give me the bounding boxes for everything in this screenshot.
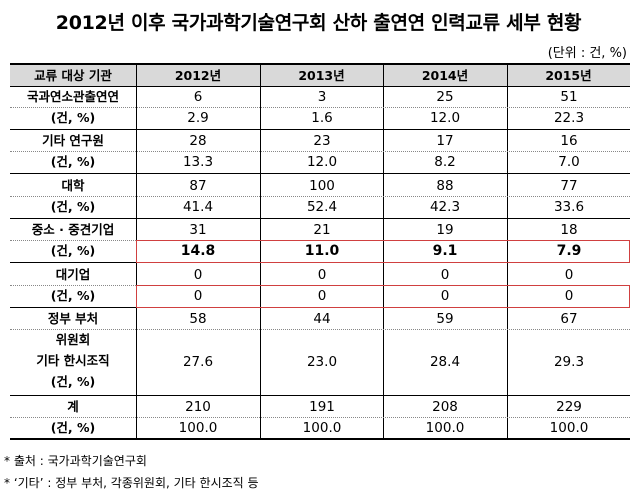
row-subdivider — [10, 151, 630, 152]
pct-cell: 0 — [317, 288, 327, 304]
count-cell: 208 — [432, 399, 458, 415]
pct-cell: 41.4 — [182, 199, 214, 215]
count-cell: 31 — [189, 222, 207, 238]
row-divider — [10, 395, 630, 396]
pct-cell-highlighted: 9.1 — [432, 243, 458, 259]
count-cell: 28 — [189, 133, 207, 149]
count-cell: 100 — [309, 178, 335, 194]
count-cell: 77 — [560, 178, 578, 194]
row-sublabel: (건, %) — [50, 199, 96, 214]
row-sublabel: (건, %) — [50, 374, 96, 389]
pct-cell: 8.2 — [434, 154, 456, 170]
footnote: * ‘기타’ : 정부 부처, 각종위원회, 기타 한시조직 등 — [4, 476, 259, 490]
row-divider — [10, 129, 630, 130]
pct-cell: 100.0 — [302, 420, 342, 436]
count-cell: 23 — [313, 133, 331, 149]
row-divider — [10, 218, 630, 219]
count-cell: 191 — [309, 399, 335, 415]
header-label: 교류 대상 기관 — [34, 68, 112, 83]
pct-cell-highlighted: 11.0 — [304, 243, 340, 259]
pct-cell: 100.0 — [425, 420, 465, 436]
row-label: 기타 연구원 — [42, 133, 104, 148]
pct-cell: 22.3 — [553, 110, 585, 126]
pct-cell: 7.0 — [558, 154, 580, 170]
pct-cell: 1.6 — [311, 110, 333, 126]
pct-cell: 33.6 — [553, 199, 585, 215]
count-cell: 87 — [189, 178, 207, 194]
pct-cell: 0 — [440, 288, 450, 304]
count-cell: 51 — [560, 89, 578, 105]
column-divider — [507, 65, 508, 438]
count-cell: 58 — [189, 311, 207, 327]
row-divider — [10, 173, 630, 174]
pct-cell: 12.0 — [429, 110, 461, 126]
row-label: 대기업 — [55, 267, 91, 282]
column-divider — [260, 65, 261, 438]
row-label: 계 — [67, 399, 79, 414]
highlight-box — [136, 240, 630, 263]
count-cell: 0 — [193, 267, 203, 283]
row-label: 위원회 — [55, 332, 91, 347]
count-cell: 0 — [317, 267, 327, 283]
count-cell: 0 — [440, 267, 450, 283]
header-year-2015: 2015년 — [545, 68, 592, 83]
source-note: * 출처 : 국가과학기술연구회 — [4, 454, 147, 468]
row-sublabel: (건, %) — [50, 243, 96, 258]
row-label: 정부 부처 — [47, 311, 99, 326]
row-label: 기타 한시조직 — [36, 353, 110, 368]
count-cell: 17 — [436, 133, 454, 149]
row-sublabel: (건, %) — [50, 288, 96, 303]
count-cell: 88 — [436, 178, 454, 194]
pct-cell-highlighted: 7.9 — [556, 243, 582, 259]
table-header: 교류 대상 기관 2012년 2013년 2014년 2015년 — [10, 65, 630, 87]
pct-cell: 100.0 — [178, 420, 218, 436]
count-cell: 229 — [556, 399, 582, 415]
page-title: 2012년 이후 국가과학기술연구회 산하 출연연 인력교류 세부 현황 — [55, 12, 582, 34]
pct-cell: 23.0 — [306, 354, 338, 370]
pct-cell: 52.4 — [306, 199, 338, 215]
pct-cell: 42.3 — [429, 199, 461, 215]
column-divider — [383, 65, 384, 438]
header-year-2012: 2012년 — [174, 68, 222, 83]
count-cell: 18 — [560, 222, 578, 238]
count-cell: 6 — [193, 89, 203, 105]
header-year-2013: 2013년 — [298, 68, 345, 83]
row-subdivider — [10, 196, 630, 197]
count-cell: 210 — [185, 399, 211, 415]
header-year-2014: 2014년 — [421, 68, 469, 83]
pct-cell: 2.9 — [187, 110, 209, 126]
pct-cell: 0 — [193, 288, 203, 304]
count-cell: 21 — [313, 222, 331, 238]
pct-cell-highlighted: 14.8 — [180, 243, 216, 259]
pct-cell: 12.0 — [306, 154, 338, 170]
row-subdivider — [10, 417, 630, 418]
count-cell: 67 — [560, 311, 578, 327]
pct-cell: 100.0 — [549, 420, 589, 436]
row-sublabel: (건, %) — [50, 420, 96, 435]
pct-cell: 13.3 — [182, 154, 214, 170]
highlight-box — [136, 285, 630, 308]
count-cell: 25 — [436, 89, 454, 105]
count-cell: 19 — [436, 222, 454, 238]
count-cell: 3 — [317, 89, 327, 105]
row-sublabel: (건, %) — [50, 154, 96, 169]
count-cell: 0 — [564, 267, 574, 283]
pct-cell: 28.4 — [429, 354, 461, 370]
count-cell: 44 — [313, 311, 331, 327]
pct-cell: 29.3 — [553, 354, 585, 370]
personnel-exchange-table: 교류 대상 기관 2012년 2013년 2014년 2015년 국과연소관출연… — [10, 63, 630, 440]
pct-cell: 27.6 — [182, 354, 214, 370]
pct-cell: 0 — [564, 288, 574, 304]
row-sublabel: (건, %) — [50, 110, 96, 125]
unit-label: (단위 : 건, %) — [547, 46, 627, 61]
count-cell: 16 — [560, 133, 578, 149]
row-label: 국과연소관출연연 — [26, 89, 119, 104]
row-label: 중소 · 중견기업 — [31, 222, 115, 237]
row-subdivider — [10, 107, 630, 108]
count-cell: 59 — [436, 311, 454, 327]
row-label: 대학 — [61, 178, 85, 193]
row-subdivider — [10, 329, 630, 330]
